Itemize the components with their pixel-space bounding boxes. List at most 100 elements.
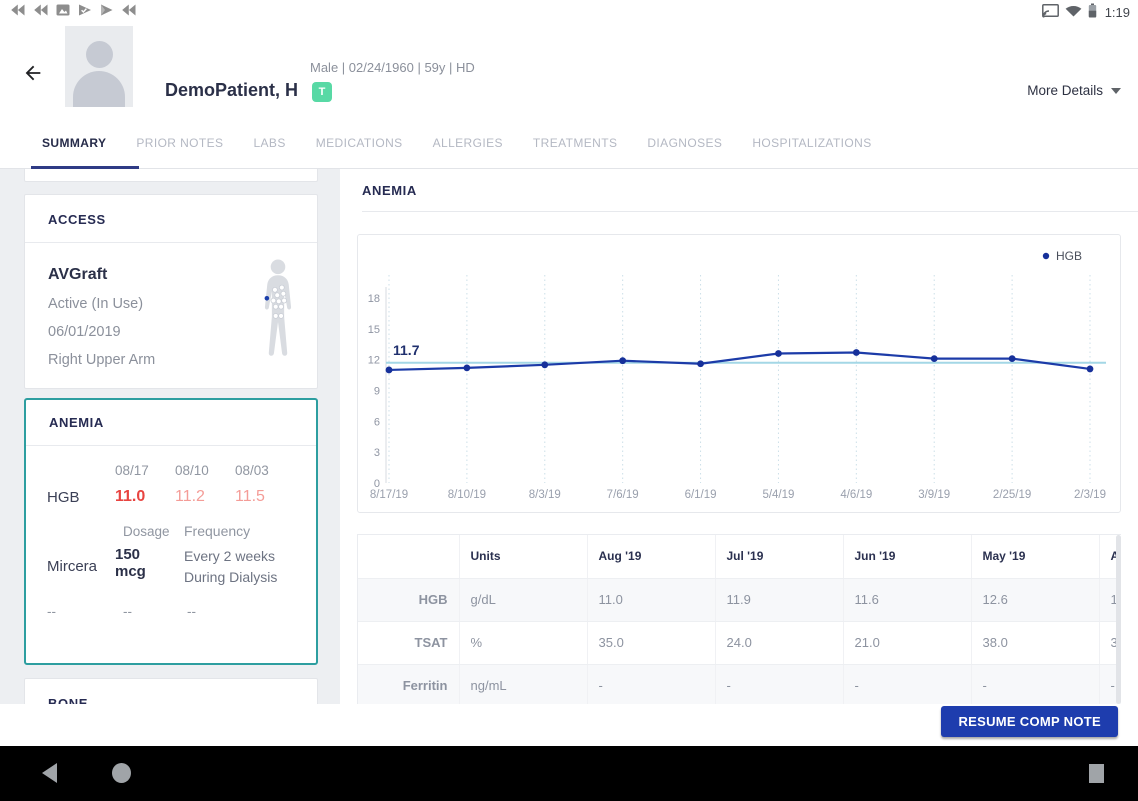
x-tick-label: 3/9/19 [918,489,950,501]
chart-point[interactable] [541,361,549,369]
column-header: Jul '19 [714,535,843,579]
access-status: Active (In Use) [48,296,144,312]
tab-prior-notes[interactable]: PRIOR NOTES [136,136,224,150]
lab-value: - [1098,664,1121,704]
empty-value-2: -- [123,603,132,619]
x-tick-label: 6/1/19 [685,489,717,501]
dosage-header: Dosage [123,523,170,539]
tab-treatments[interactable]: TREATMENTS [532,136,618,150]
access-type: AVGraft [48,266,108,283]
back-arrow-icon[interactable] [22,62,46,86]
hgb-date-2: 08/10 [175,463,209,478]
summary-sidebar[interactable]: ACCESS AVGraft Active (In Use) 06/01/201… [0,169,340,704]
tab-summary[interactable]: SUMMARY [31,118,140,169]
android-home-icon[interactable] [112,763,131,783]
medication-frequency: Every 2 weeks During Dialysis [184,548,278,585]
tab-hospitalizations[interactable]: HOSPITALIZATIONS [752,136,872,150]
divider [362,211,1138,212]
labs-table[interactable]: Units Aug '19 Jul '19 Jun '19 May '19 A HGB g/d… [357,534,1121,704]
tab-labs[interactable]: LABS [253,136,286,150]
rewind-icon [10,3,25,21]
wifi-icon [1065,4,1082,20]
access-date: 06/01/2019 [48,324,121,340]
tab-diagnoses[interactable]: DIAGNOSES [647,136,723,150]
bone-card[interactable]: BONE [24,678,318,704]
section-title: ANEMIA [362,183,417,198]
android-back-icon[interactable] [42,763,57,783]
empty-value-3: -- [187,603,196,619]
column-header: Units [458,535,587,579]
chart-point[interactable] [1008,355,1016,363]
column-header: Aug '19 [586,535,715,579]
chart-point[interactable] [463,364,471,372]
column-header: A [1098,535,1121,579]
row-units: % [458,621,587,665]
chart-point[interactable] [619,357,627,365]
legend-dot [1042,252,1050,260]
column-header: May '19 [970,535,1099,579]
lab-value: - [586,664,715,704]
chart-point[interactable] [775,350,782,357]
lab-value: 21.0 [842,621,971,665]
resume-comp-note-button[interactable]: RESUME COMP NOTE [941,706,1118,737]
chart-point[interactable] [930,355,938,363]
hgb-label: HGB [47,488,80,506]
reference-label: 11.7 [393,342,420,358]
x-tick-label: 8/3/19 [529,489,561,501]
y-tick-label: 15 [368,324,380,336]
x-tick-label: 8/17/19 [370,489,408,501]
column-header: Jun '19 [842,535,971,579]
y-tick-label: 12 [368,355,380,367]
anemia-card-title: ANEMIA [49,415,104,430]
y-tick-label: 18 [368,293,380,305]
patient-name: DemoPatient, H [165,80,299,100]
lab-value: - [842,664,971,704]
play-icon [100,3,113,21]
lab-value: 12 [1098,578,1121,622]
hgb-value-2: 11.2 [175,488,205,505]
chart-point[interactable] [385,366,393,374]
more-details-label: More Details [1027,83,1103,98]
tab-bar: SUMMARY PRIOR NOTES LABS MEDICATIONS ALLERGI… [0,118,1138,169]
hgb-value-3: 11.5 [235,488,265,505]
more-details-button[interactable]: More Details [1027,83,1121,98]
row-label: HGB [358,578,459,622]
patient-demographics: Male | 02/24/1960 | 59y | HD [310,60,475,75]
lab-value: 24.0 [714,621,843,665]
x-tick-label: 2/25/19 [993,489,1031,501]
access-card-title: ACCESS [48,212,106,227]
android-recents-icon[interactable] [1089,764,1104,783]
content-area: ACCESS AVGraft Active (In Use) 06/01/201… [0,169,1138,704]
chart-point[interactable] [852,349,860,356]
lab-value: - [970,664,1099,704]
x-tick-label: 8/10/19 [448,489,486,501]
play-check-icon [78,3,92,21]
x-tick-label: 5/4/19 [762,489,794,501]
access-location: Right Upper Arm [48,352,156,368]
access-site-dot [264,295,270,301]
anemia-card-selected[interactable]: ANEMIA 08/17 08/10 08/03 HGB 11.0 11.2 1… [24,398,318,665]
tab-allergies[interactable]: ALLERGIES [432,136,503,150]
row-label: Ferritin [358,664,459,704]
chart-point[interactable] [697,360,704,368]
lab-value: 11.6 [842,578,971,622]
access-card[interactable]: ACCESS AVGraft Active (In Use) 06/01/201… [24,194,318,389]
y-tick-label: 3 [374,447,380,459]
clock: 1:19 [1104,4,1130,20]
avatar-head [85,41,113,68]
table-scrollbar[interactable] [1116,535,1121,704]
android-nav-bar [0,746,1138,801]
lab-value: 11.9 [714,578,843,622]
body-figure [255,259,303,368]
y-tick-label: 9 [374,386,380,398]
tab-medications[interactable]: MEDICATIONS [315,136,403,150]
status-bar: 1:19 [0,0,1138,24]
chart-point[interactable] [1086,365,1094,373]
medication-name: Mircera [47,558,98,576]
lab-value: 11.0 [586,578,715,622]
x-tick-label: 4/6/19 [840,489,872,501]
battery-icon [1088,3,1097,21]
transplant-badge: T [312,82,332,102]
patient-header: DemoPatient, H Male | 02/24/1960 | 59y |… [0,24,1138,118]
